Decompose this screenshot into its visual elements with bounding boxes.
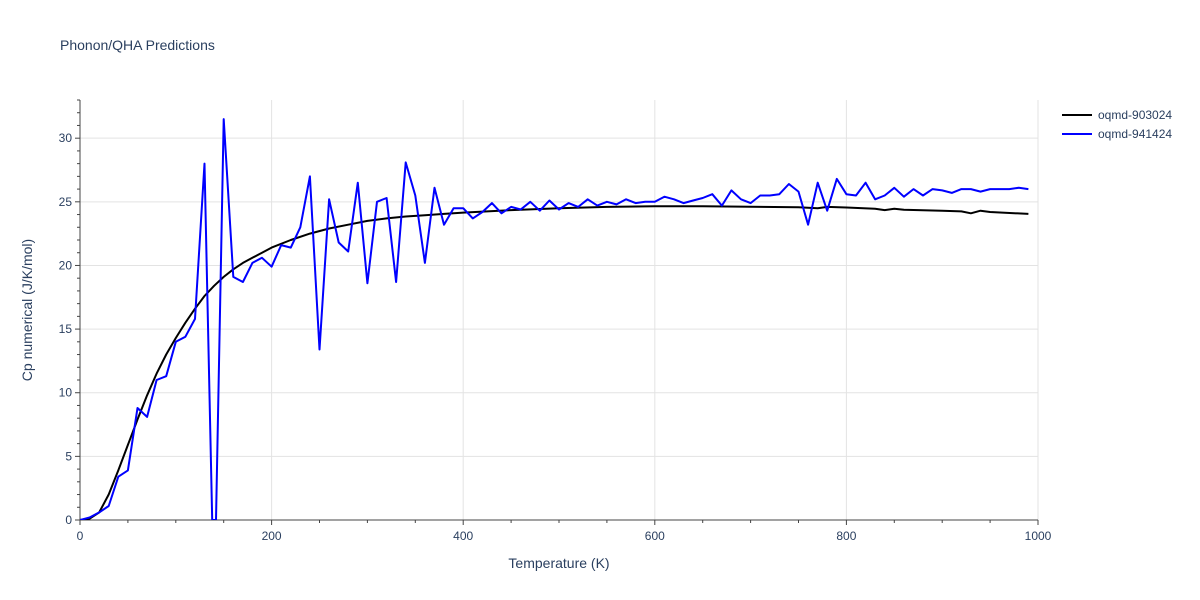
grid-lines <box>80 100 1039 520</box>
y-tick-label: 30 <box>59 131 73 145</box>
x-tick-label: 800 <box>836 529 856 543</box>
series-line-oqmd-903024 <box>80 205 1029 520</box>
y-tick-labels: 0 5 10 15 20 25 30 <box>59 131 73 527</box>
y-tick-label: 0 <box>65 513 72 527</box>
axes <box>75 99 1039 525</box>
x-axis-title: Temperature (K) <box>508 555 609 571</box>
y-tick-label: 20 <box>59 258 73 272</box>
y-tick-label: 5 <box>65 449 72 463</box>
x-tick-label: 600 <box>645 529 665 543</box>
y-axis-title: Cp numerical (J/K/mol) <box>19 239 35 381</box>
x-tick-label: 0 <box>77 529 84 543</box>
x-tick-label: 200 <box>262 529 282 543</box>
chart-title: Phonon/QHA Predictions <box>60 37 215 53</box>
legend-label: oqmd-903024 <box>1098 108 1172 122</box>
y-tick-label: 10 <box>59 386 73 400</box>
legend[interactable]: oqmd-903024 oqmd-941424 <box>1062 108 1172 141</box>
legend-item-oqmd-903024[interactable]: oqmd-903024 <box>1062 108 1172 122</box>
x-tick-label: 400 <box>453 529 473 543</box>
y-tick-label: 15 <box>59 322 73 336</box>
legend-item-oqmd-941424[interactable]: oqmd-941424 <box>1062 127 1172 141</box>
series-line-oqmd-941424 <box>80 118 1029 520</box>
y-tick-label: 25 <box>59 195 73 209</box>
legend-label: oqmd-941424 <box>1098 127 1172 141</box>
x-tick-label: 1000 <box>1025 529 1052 543</box>
x-tick-labels: 0 200 400 600 800 1000 <box>77 529 1052 543</box>
series-lines <box>80 118 1029 520</box>
